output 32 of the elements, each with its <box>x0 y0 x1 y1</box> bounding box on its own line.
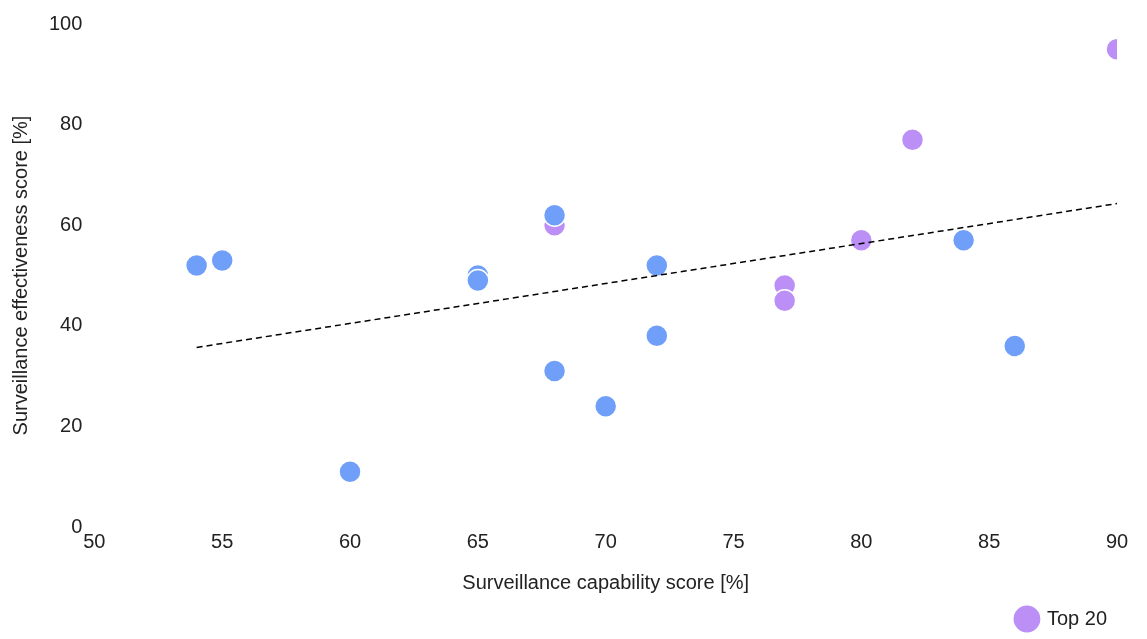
x-tick-label: 70 <box>594 529 617 552</box>
point <box>184 253 209 278</box>
point <box>900 127 925 152</box>
y-tick-label: 100 <box>48 11 83 34</box>
y-tick-label: 40 <box>60 313 83 336</box>
point <box>542 359 567 383</box>
x-tick-label: 85 <box>978 529 1001 552</box>
point <box>645 253 669 278</box>
x-tick-label: 50 <box>83 529 106 552</box>
x-tick-label: 55 <box>211 529 234 552</box>
y-axis-title: Surveillance effectiveness score [%] <box>8 115 31 436</box>
point <box>645 324 669 348</box>
legend-label: Top 20 <box>1046 606 1108 629</box>
y-tick-label: 60 <box>60 212 83 235</box>
point <box>466 268 490 293</box>
y-tick-label: 80 <box>60 112 83 135</box>
x-tick-label: 60 <box>338 529 362 552</box>
x-axis-title: Surveillance capability score [%] <box>462 570 750 593</box>
point <box>593 394 618 419</box>
y-tick-label: 20 <box>60 413 83 436</box>
point <box>1002 334 1027 358</box>
point <box>849 228 874 253</box>
x-tick-label: 65 <box>466 529 489 552</box>
y-tick-label: 0 <box>71 514 83 537</box>
point <box>542 203 567 227</box>
point <box>772 288 797 313</box>
point <box>338 459 362 484</box>
x-tick-label: 75 <box>722 529 745 552</box>
point <box>951 228 976 253</box>
x-tick-label: 80 <box>850 529 873 552</box>
x-tick-label: 90 <box>1105 529 1129 552</box>
point <box>210 248 234 273</box>
